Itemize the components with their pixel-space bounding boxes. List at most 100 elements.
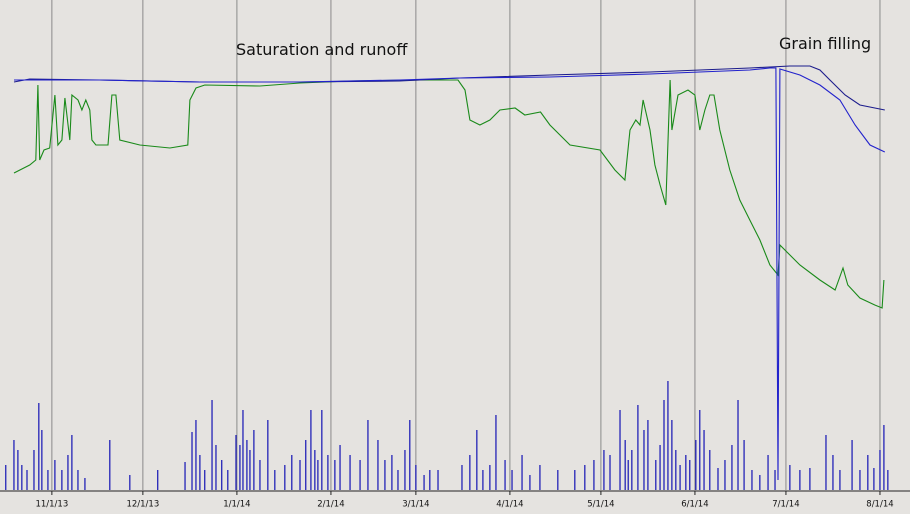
bar	[759, 475, 761, 490]
bar	[709, 450, 711, 490]
bar	[751, 470, 753, 490]
x-tick-label: 11/1/13	[35, 500, 68, 510]
bar	[274, 470, 276, 490]
bar	[404, 450, 406, 490]
bar	[476, 430, 478, 490]
bar	[215, 445, 217, 490]
bar	[873, 468, 875, 490]
bar	[469, 455, 471, 490]
bar	[5, 465, 7, 490]
line-series	[13, 79, 885, 309]
bar	[84, 478, 86, 490]
x-tick-label: 1/1/14	[223, 500, 250, 510]
bar	[659, 445, 661, 490]
bar	[249, 450, 251, 490]
bar	[21, 465, 23, 490]
bar	[321, 410, 323, 490]
bar	[887, 470, 889, 490]
bar	[489, 465, 491, 490]
bar	[253, 430, 255, 490]
bar	[239, 445, 241, 490]
bar	[624, 440, 626, 490]
bar	[367, 420, 369, 490]
bar	[627, 460, 629, 490]
bar	[409, 420, 411, 490]
bar	[199, 455, 201, 490]
bar	[584, 465, 586, 490]
bar	[731, 445, 733, 490]
bar	[317, 460, 319, 490]
bar	[242, 410, 244, 490]
bar	[482, 470, 484, 490]
bar	[359, 460, 361, 490]
bar	[246, 440, 248, 490]
bar	[17, 450, 19, 490]
bar	[211, 400, 213, 490]
line-series	[14, 67, 886, 481]
bar	[663, 400, 665, 490]
bar	[671, 420, 673, 490]
bar	[685, 455, 687, 490]
bar	[609, 455, 611, 490]
bar	[349, 455, 351, 490]
bar	[38, 403, 40, 490]
bar	[299, 460, 301, 490]
x-tick-label: 6/1/14	[681, 500, 708, 510]
bar	[809, 468, 811, 490]
bar	[391, 455, 393, 490]
bar	[284, 465, 286, 490]
bar	[699, 410, 701, 490]
bar	[743, 440, 745, 490]
bar	[305, 440, 307, 490]
plot-area	[5, 65, 889, 490]
bar	[191, 432, 193, 490]
bar	[13, 440, 15, 490]
bar	[109, 440, 111, 490]
bar	[859, 470, 861, 490]
bar	[429, 470, 431, 490]
bar	[631, 450, 633, 490]
bar	[461, 465, 463, 490]
x-tick-label: 12/1/13	[126, 500, 159, 510]
bar	[227, 470, 229, 490]
bar	[259, 460, 261, 490]
x-tick-label: 8/1/14	[866, 500, 893, 510]
bar	[195, 420, 197, 490]
bar	[504, 460, 506, 490]
bar	[767, 455, 769, 490]
bar	[495, 415, 497, 490]
bar	[667, 381, 669, 490]
bar	[67, 455, 69, 490]
bar	[77, 470, 79, 490]
bar	[291, 455, 293, 490]
bar	[789, 465, 791, 490]
bar	[867, 455, 869, 490]
bar	[593, 460, 595, 490]
bar	[511, 470, 513, 490]
bar	[737, 400, 739, 490]
bar	[655, 460, 657, 490]
bar	[235, 435, 237, 490]
x-tick-label: 3/1/14	[402, 500, 429, 510]
bar	[384, 460, 386, 490]
bar	[799, 470, 801, 490]
x-tick-label: 2/1/14	[317, 500, 344, 510]
bar	[41, 430, 43, 490]
bar	[61, 470, 63, 490]
bar	[33, 450, 35, 490]
bar	[832, 455, 834, 490]
bar	[521, 455, 523, 490]
bar	[619, 410, 621, 490]
bar	[839, 470, 841, 490]
bar	[221, 460, 223, 490]
bar	[184, 462, 186, 490]
bar	[529, 475, 531, 490]
bar	[679, 465, 681, 490]
bar	[703, 430, 705, 490]
bar	[71, 435, 73, 490]
bar	[415, 465, 417, 490]
bar	[26, 470, 28, 490]
x-tick-label: 5/1/14	[587, 500, 614, 510]
